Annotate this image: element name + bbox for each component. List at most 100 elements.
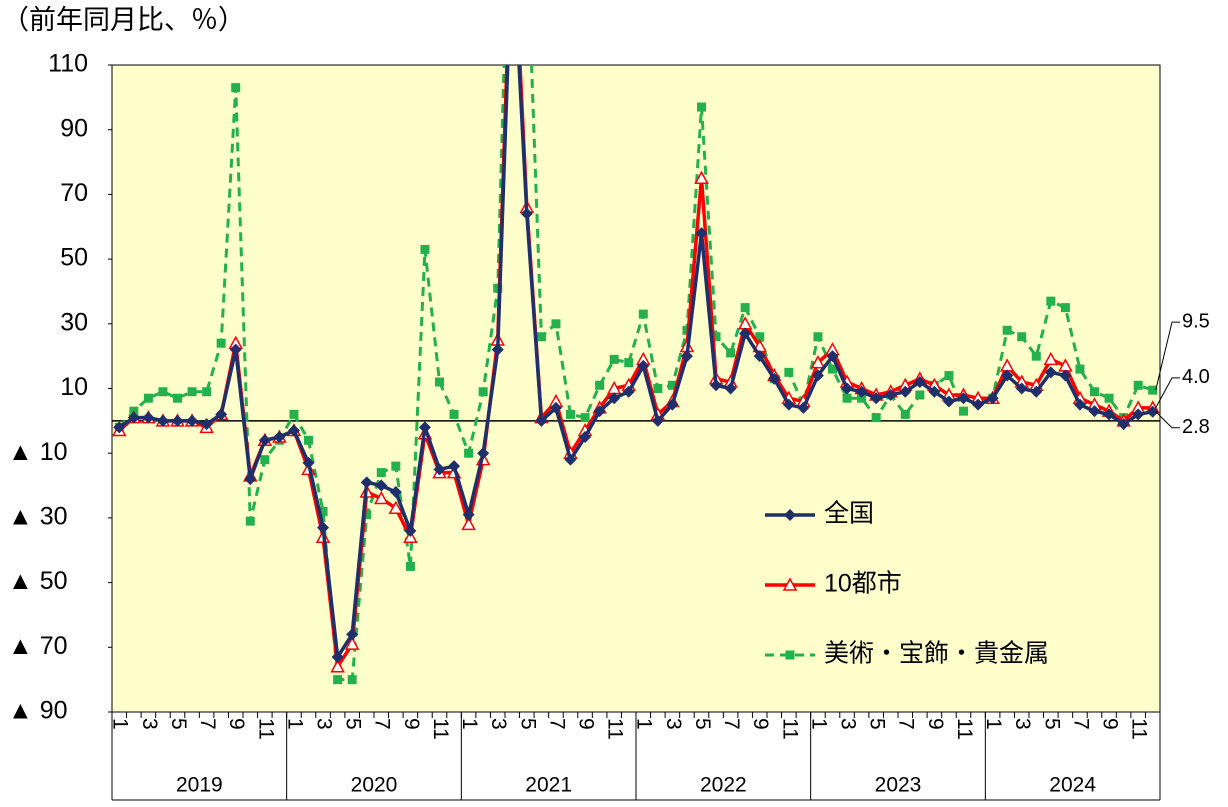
data-point [376,468,386,478]
data-point [231,83,241,93]
data-point [330,659,345,673]
data-point [579,431,592,444]
data-point [1146,405,1159,418]
series-group [112,65,1160,685]
data-point [491,343,504,356]
data-point [1088,405,1101,418]
data-point [1073,398,1086,411]
data-point [666,398,679,411]
x-tick-label: 5 [1040,718,1063,730]
data-point [782,398,795,411]
year-label: 2024 [1049,774,1096,797]
leader-line [1155,321,1180,391]
data-point [477,447,490,460]
y-tick-label: ▲ 70 [8,632,68,660]
data-point [884,388,897,401]
data-point [391,461,401,471]
x-tick-label: 9 [749,718,772,730]
x-tick-label: 3 [662,718,685,730]
data-point [215,408,228,421]
x-tick-label: 5 [866,718,889,730]
data-point [566,409,575,419]
legend-label: 10都市 [824,570,902,598]
data-point [113,421,126,434]
x-tick-label: 3 [1011,718,1034,730]
data-point [1031,351,1041,361]
data-point [1046,296,1056,306]
data-point [900,409,910,419]
y-tick-label: ▲ 10 [8,438,68,466]
data-point [142,411,155,424]
data-point [564,453,577,466]
data-point [1104,393,1114,403]
data-point [1133,380,1143,390]
data-point [1002,325,1012,335]
data-point [346,628,359,641]
data-point [127,411,140,424]
data-point [1117,418,1130,431]
value-label: 4.0 [1182,366,1210,388]
value-label: 2.8 [1182,416,1210,438]
x-tick-label: 1 [283,718,306,730]
legend-marker [785,650,795,660]
data-point [653,384,663,393]
data-point [535,414,548,427]
data-point [942,395,955,408]
data-point [1148,385,1158,395]
data-point [333,675,343,685]
y-tick-label: 90 [60,114,88,142]
data-point [1017,332,1027,342]
data-point [797,401,810,414]
data-point [374,490,389,505]
x-tick-label: 11 [778,718,801,740]
data-point [899,385,912,398]
data-point [1103,408,1116,421]
x-tick-label: 5 [516,718,539,730]
legend-label: 全国 [824,500,874,528]
data-point [608,392,621,405]
data-point [260,455,270,465]
data-point [171,414,184,427]
data-point [462,508,475,521]
data-point [680,350,693,363]
data-point [143,393,153,403]
data-point [813,332,823,342]
data-point [158,387,168,397]
data-point [1060,303,1070,313]
year-label: 2021 [525,774,572,797]
data-point [595,380,605,390]
x-tick-label: 9 [225,718,248,730]
data-point [229,343,242,356]
x-tick-label: 9 [400,718,423,730]
x-tick-label: 7 [371,718,394,730]
data-point [317,521,330,534]
data-point [913,376,926,389]
data-point [245,516,255,526]
x-tick-label: 11 [254,718,277,740]
x-tick-label: 7 [545,718,568,730]
data-point [449,409,459,419]
legend-label: 美術・宝飾・貴金属 [824,640,1049,668]
data-point [1132,408,1145,421]
data-point [811,369,824,382]
data-point [871,413,881,423]
data-point [957,392,970,405]
data-point [464,448,474,458]
year-label: 2019 [176,774,223,797]
y-tick-label: ▲ 30 [8,503,68,531]
data-point [187,387,197,397]
data-point [841,382,854,395]
data-point [753,350,766,363]
data-point [855,385,868,398]
data-point [244,473,257,486]
data-point [1044,366,1057,379]
data-point [287,424,300,437]
data-point [186,414,199,427]
data-point [944,371,954,381]
data-point [418,421,431,434]
data-point [593,405,606,418]
leader-line [1155,411,1180,429]
data-point [726,348,736,358]
data-point [216,338,226,348]
data-point [755,332,765,342]
